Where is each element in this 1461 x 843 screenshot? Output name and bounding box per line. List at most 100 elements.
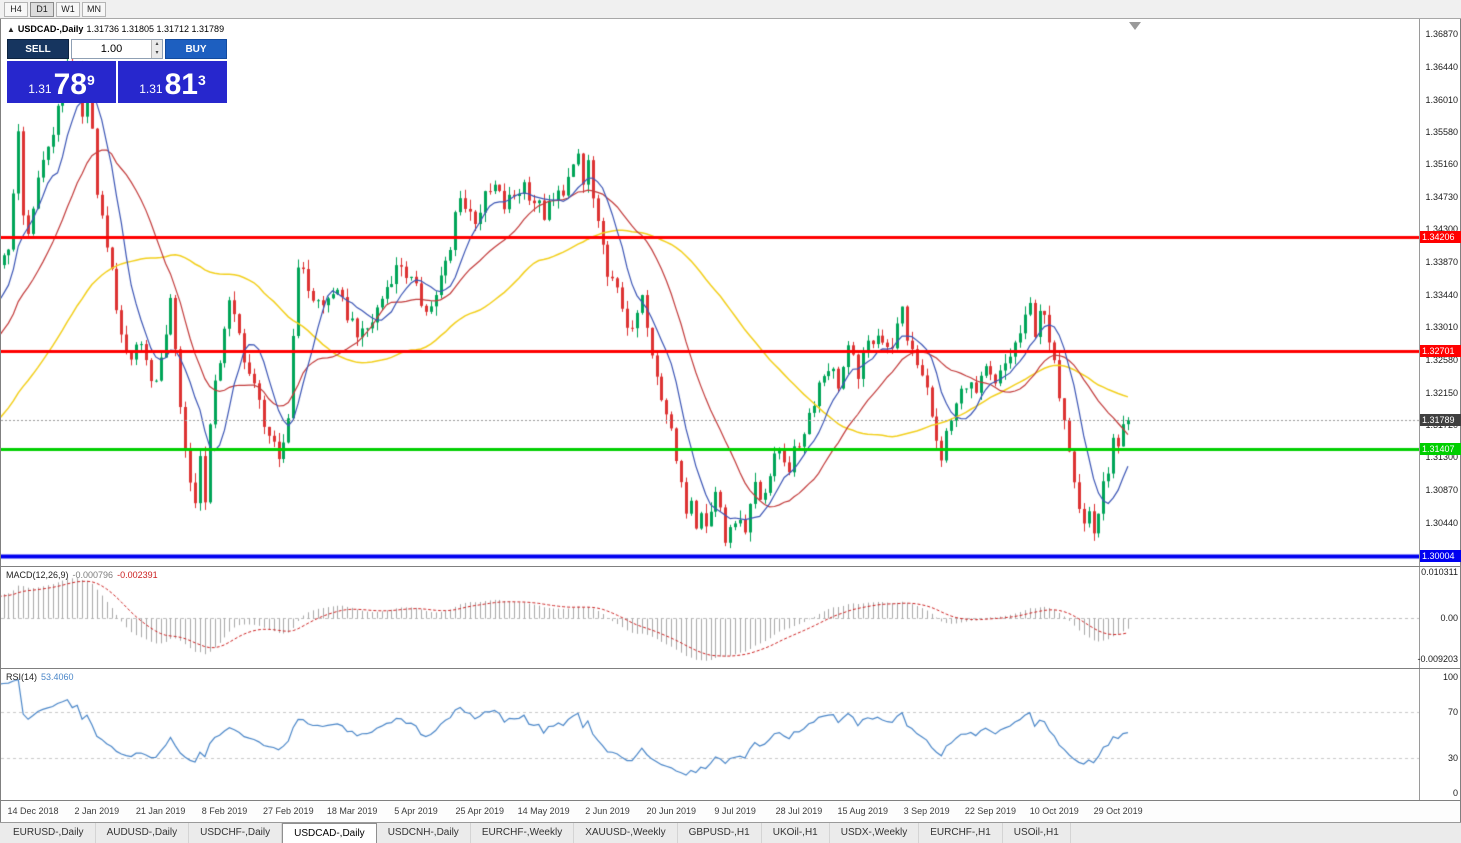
- rsi-value: 53.4060: [41, 672, 74, 682]
- price-level-badge: 1.31407: [1420, 443, 1461, 456]
- sell-button[interactable]: SELL: [7, 39, 69, 59]
- time-axis-label: 28 Jul 2019: [775, 806, 823, 816]
- rsi-canvas[interactable]: [1, 669, 1419, 800]
- time-axis-label: 2 Jun 2019: [585, 806, 630, 816]
- price-axis-label: 1.33870: [1425, 257, 1458, 268]
- buy-button[interactable]: BUY: [165, 39, 227, 59]
- price-axis-label: 1.32150: [1425, 387, 1458, 398]
- chart-tab-xauusd-weekly[interactable]: XAUUSD-,Weekly: [574, 823, 678, 843]
- buy-price-pip: 3: [197, 72, 206, 88]
- time-axis-label: 27 Feb 2019: [263, 806, 314, 816]
- chart-tab-usdchf-daily[interactable]: USDCHF-,Daily: [189, 823, 283, 843]
- time-axis-label: 29 Oct 2019: [1093, 806, 1143, 816]
- chart-tab-usdcad-daily[interactable]: USDCAD-,Daily: [282, 823, 377, 843]
- price-axis-label: 1.36010: [1425, 94, 1458, 105]
- price-axis-label: 1.30440: [1425, 517, 1458, 528]
- chart-tab-usdcnh-daily[interactable]: USDCNH-,Daily: [377, 823, 471, 843]
- price-axis-label: 1.32580: [1425, 355, 1458, 366]
- price-chart-canvas[interactable]: [1, 19, 1419, 566]
- rsi-axis-label: 30: [1447, 753, 1458, 764]
- macd-name: MACD(12,26,9): [6, 570, 69, 580]
- macd-main-value: -0.000796: [72, 570, 114, 580]
- macd-label: MACD(12,26,9) -0.000796 -0.002391: [6, 570, 162, 580]
- sell-price-big: 78: [53, 68, 87, 101]
- volume-input[interactable]: [72, 40, 162, 58]
- chart-tab-ukoil-h1[interactable]: UKOil-,H1: [762, 823, 830, 843]
- macd-axis-label: 0.00: [1440, 612, 1458, 623]
- timeframe-button-h4[interactable]: H4: [4, 1, 28, 17]
- time-axis-label: 2 Jan 2019: [74, 806, 120, 816]
- time-axis-label: 22 Sep 2019: [964, 806, 1016, 816]
- volume-spinner: ▴ ▾: [151, 40, 162, 58]
- time-axis-label: 5 Apr 2019: [394, 806, 438, 816]
- timeframe-button-w1[interactable]: W1: [56, 1, 80, 17]
- price-axis-label: 1.33010: [1425, 322, 1458, 333]
- rsi-axis-label: 70: [1447, 706, 1458, 717]
- time-axis-label: 18 Mar 2019: [326, 806, 378, 816]
- price-axis-label: 1.30870: [1425, 485, 1458, 496]
- buy-price-prefix: 1.31: [139, 82, 163, 96]
- chart-tabs: EURUSD-,Daily AUDUSD-,Daily USDCHF-,Daily U…: [0, 822, 1461, 843]
- rsi-panel: RSI(14) 53.4060 100 70 30 0: [1, 668, 1460, 800]
- chart-window: ▲ USDCAD-,Daily 1.31736 1.31805 1.31712 1.…: [0, 19, 1461, 822]
- macd-axis-label: 0.010311: [1421, 567, 1458, 578]
- macd-signal-value: -0.002391: [117, 570, 158, 580]
- time-axis-label: 3 Sep 2019: [903, 806, 950, 816]
- rsi-axis-label: 0: [1452, 788, 1458, 798]
- time-axis[interactable]: 14 Dec 2018 2 Jan 2019 21 Jan 2019 8 Feb 20…: [1, 800, 1460, 822]
- time-axis-label: 8 Feb 2019: [201, 806, 248, 816]
- time-axis-label: 10 Oct 2019: [1029, 806, 1079, 816]
- rsi-axis[interactable]: 100 70 30 0: [1419, 669, 1460, 800]
- timeframe-button-d1[interactable]: D1: [30, 1, 54, 17]
- sell-price-pip: 9: [86, 72, 95, 88]
- time-axis-label: 15 Aug 2019: [837, 806, 889, 816]
- sell-price-prefix: 1.31: [28, 82, 52, 96]
- price-level-badge: 1.30004: [1420, 549, 1461, 562]
- volume-down-button[interactable]: ▾: [151, 49, 162, 58]
- macd-axis[interactable]: 0.010311 0.00 -0.009203: [1417, 567, 1460, 668]
- time-axis-label: 14 May 2019: [517, 806, 570, 816]
- chart-tab-gbpusd-h1[interactable]: GBPUSD-,H1: [678, 823, 762, 843]
- volume-up-button[interactable]: ▴: [151, 40, 162, 49]
- price-axis[interactable]: 1.36870 1.36440 1.36010 1.35580 1.35160 1.347…: [1419, 19, 1461, 566]
- buy-price-display[interactable]: 1.31 81 3: [118, 61, 227, 103]
- macd-canvas[interactable]: [1, 567, 1419, 668]
- chart-tab-eurchf-weekly[interactable]: EURCHF-,Weekly: [471, 823, 575, 843]
- timeframe-toolbar: H4 D1 W1 MN: [0, 0, 1461, 19]
- price-level-badge: 1.32701: [1420, 344, 1461, 357]
- macd-axis-label: -0.009203: [1417, 653, 1458, 664]
- macd-panel: MACD(12,26,9) -0.000796 -0.002391 0.010311…: [1, 566, 1460, 668]
- time-axis-label: 9 Jul 2019: [714, 806, 756, 816]
- price-axis-label: 1.36440: [1425, 61, 1458, 72]
- chart-tab-eurusd-daily[interactable]: EURUSD-,Daily: [2, 823, 96, 843]
- rsi-name: RSI(14): [6, 672, 38, 682]
- chart-tab-usoil-h1[interactable]: USOil-,H1: [1003, 823, 1071, 843]
- price-level-badge: 1.34206: [1420, 230, 1461, 243]
- chart-tab-audusd-daily[interactable]: AUDUSD-,Daily: [96, 823, 190, 843]
- chart-tab-usdx-weekly[interactable]: USDX-,Weekly: [830, 823, 920, 843]
- chart-symbol-label: USDCAD-,Daily: [17, 24, 84, 34]
- price-axis-label: 1.36870: [1425, 29, 1458, 40]
- timeframe-button-mn[interactable]: MN: [82, 1, 106, 17]
- current-price-badge: 1.31789: [1420, 414, 1461, 427]
- volume-field: ▴ ▾: [71, 39, 163, 59]
- chart-ohlc-values: 1.31736 1.31805 1.31712 1.31789: [86, 24, 225, 34]
- buy-price-big: 81: [164, 68, 198, 101]
- price-axis-label: 1.35160: [1425, 159, 1458, 170]
- chart-shift-icon[interactable]: [1129, 22, 1141, 30]
- price-axis-label: 1.35580: [1425, 127, 1458, 138]
- price-axis-label: 1.33440: [1425, 289, 1458, 300]
- price-axis-label: 1.34730: [1425, 191, 1458, 202]
- rsi-axis-label: 100: [1442, 672, 1458, 682]
- sell-price-display[interactable]: 1.31 78 9: [7, 61, 116, 103]
- chart-tab-eurchf-h1[interactable]: EURCHF-,H1: [919, 823, 1003, 843]
- time-axis-label: 20 Jun 2019: [646, 806, 697, 816]
- time-axis-label: 14 Dec 2018: [7, 806, 59, 816]
- rsi-label: RSI(14) 53.4060: [6, 672, 78, 682]
- chart-title: ▲ USDCAD-,Daily 1.31736 1.31805 1.31712 1.…: [7, 24, 224, 34]
- price-axis-label: 1.34300: [1425, 224, 1458, 235]
- price-chart-panel: ▲ USDCAD-,Daily 1.31736 1.31805 1.31712 1.…: [1, 19, 1461, 566]
- time-axis-label: 25 Apr 2019: [455, 806, 505, 816]
- collapse-trade-panel-icon[interactable]: ▲: [7, 25, 15, 34]
